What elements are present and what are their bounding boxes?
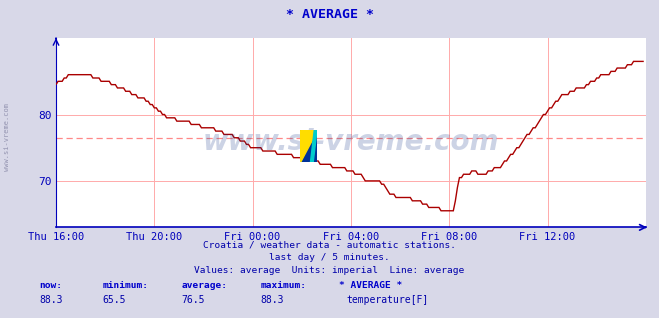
Text: 88.3: 88.3 — [260, 295, 284, 305]
Text: www.si-vreme.com: www.si-vreme.com — [203, 128, 499, 156]
Text: Values: average  Units: imperial  Line: average: Values: average Units: imperial Line: av… — [194, 266, 465, 274]
Text: 88.3: 88.3 — [40, 295, 63, 305]
Text: * AVERAGE *: * AVERAGE * — [285, 8, 374, 21]
Text: * AVERAGE *: * AVERAGE * — [339, 281, 403, 290]
Polygon shape — [300, 130, 317, 162]
Text: 76.5: 76.5 — [181, 295, 205, 305]
Text: www.si-vreme.com: www.si-vreme.com — [3, 103, 10, 171]
Text: now:: now: — [40, 281, 63, 290]
Text: average:: average: — [181, 281, 227, 290]
Text: last day / 5 minutes.: last day / 5 minutes. — [269, 253, 390, 262]
Polygon shape — [310, 130, 317, 162]
Text: Croatia / weather data - automatic stations.: Croatia / weather data - automatic stati… — [203, 240, 456, 249]
Text: minimum:: minimum: — [102, 281, 148, 290]
Text: temperature[F]: temperature[F] — [347, 295, 429, 305]
Text: maximum:: maximum: — [260, 281, 306, 290]
Text: 65.5: 65.5 — [102, 295, 126, 305]
